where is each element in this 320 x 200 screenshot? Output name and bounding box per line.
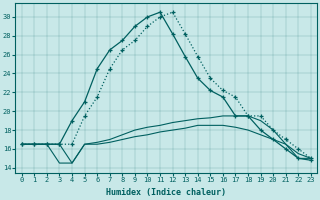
X-axis label: Humidex (Indice chaleur): Humidex (Indice chaleur) <box>106 188 226 197</box>
